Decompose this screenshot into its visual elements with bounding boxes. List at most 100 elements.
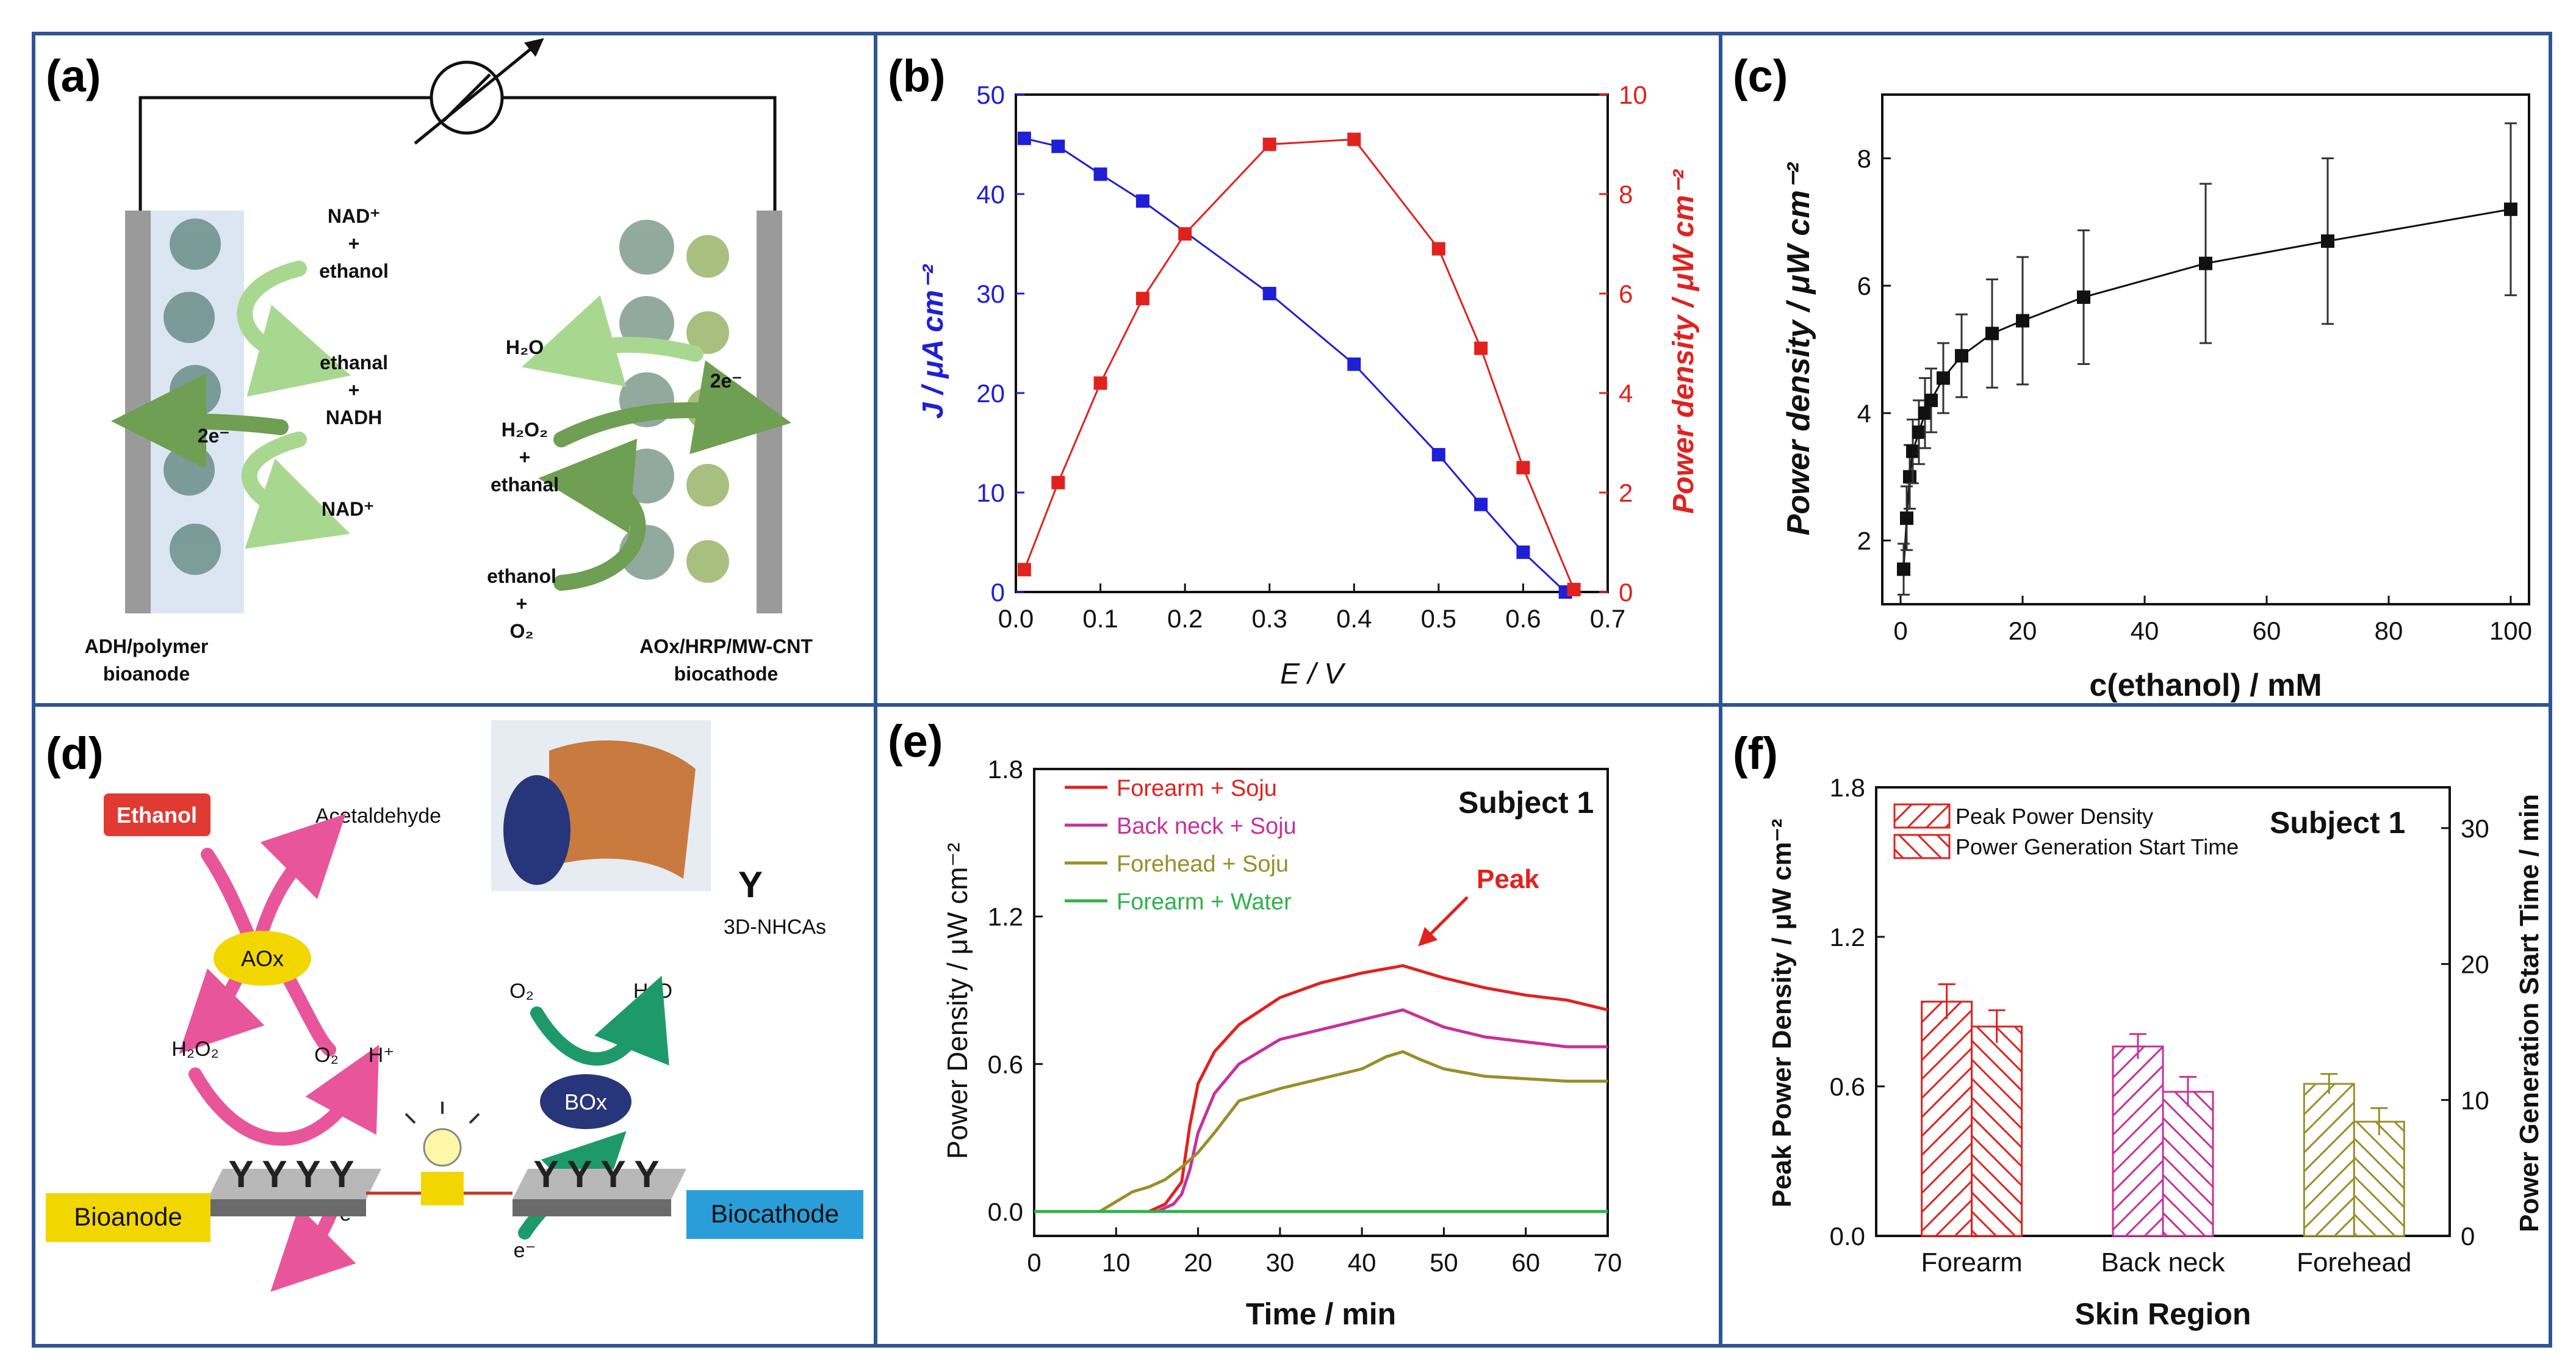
- chart-b-point-j: [1262, 287, 1276, 300]
- bioanode-label: Bioanode: [74, 1202, 182, 1231]
- chart-f-y-left-label: Peak Power Density / μW cm⁻²: [1767, 818, 1797, 1207]
- chart-c-point: [1903, 470, 1916, 484]
- chart-e-y-tick-label: 0.6: [988, 1050, 1023, 1078]
- chart-c-x-tick-label: 20: [2009, 616, 2037, 645]
- svg-text:Y: Y: [600, 1154, 625, 1196]
- chart-f-y-right-tick-label: 30: [2461, 814, 2489, 843]
- chart-b-x-tick-label: 0.0: [998, 604, 1034, 633]
- chart-b-x-tick-label: 0.2: [1167, 604, 1203, 633]
- panel-label-b: (b): [888, 51, 946, 101]
- chart-b-point-j: [1431, 448, 1445, 462]
- chart-b-y-right-label: Power density / μW cm⁻²: [1668, 168, 1700, 514]
- chart-b-point-j: [1017, 131, 1031, 145]
- chart-f-y-left-tick-label: 1.2: [1830, 923, 1865, 951]
- chart-b-point-power: [1262, 137, 1276, 151]
- chart-e-plot-area: [1033, 768, 1609, 1237]
- chart-f-x-tick-label: Back neck: [2101, 1247, 2226, 1277]
- anode-label-nadh: NADH: [326, 406, 382, 428]
- chart-e-legend-label: Forearm + Water: [1117, 889, 1292, 915]
- chart-b-series-j-line: [1024, 137, 1566, 593]
- variable-resistor-icon: [414, 38, 544, 145]
- cathode-label-ethanal: ethanal: [491, 474, 559, 496]
- chart-c-y-tick-label: 4: [1857, 399, 1871, 428]
- chart-f-y-right-label: Power Generation Start Time / min: [2514, 794, 2544, 1232]
- anode-electrode: [125, 211, 151, 613]
- chart-f-y-right-tick-label: 10: [2461, 1086, 2489, 1114]
- chart-f-bar-peak: [1921, 1000, 1973, 1237]
- chart-c-point: [2321, 234, 2334, 248]
- acetaldehyde-label: Acetaldehyde: [315, 804, 441, 828]
- anode-reaction-arrow-top: [237, 261, 351, 397]
- chart-f-x-axis-label: Skin Region: [2075, 1297, 2251, 1331]
- chart-f-subject-annotation: Subject 1: [2270, 806, 2405, 840]
- chart-f-y-left-tick-label: 0.0: [1830, 1222, 1865, 1251]
- chart-b-point-j: [1135, 194, 1149, 208]
- nhca-label: 3D-NHCAs: [724, 915, 826, 939]
- chart-c-plot-area: [1881, 93, 2530, 605]
- chart-e-legend-label: Forehead + Soju: [1117, 851, 1289, 877]
- chart-e-y-tick-label: 0.0: [988, 1197, 1023, 1226]
- chart-b-y-right-tick-label: 0: [1619, 578, 1633, 607]
- chart-c-point: [1924, 394, 1938, 407]
- chart-b-x-axis-label: E / V: [1280, 658, 1346, 690]
- box-bubble: [540, 1074, 631, 1129]
- chart-b: 0.0 0.1 0.2 0.3 0.4 0.5 0.6 0.70102030405002468…: [917, 81, 1700, 690]
- chart-c-point: [1955, 348, 1968, 363]
- bioanode-box: [46, 1193, 210, 1242]
- chart-c-point: [2199, 256, 2212, 270]
- chart-f-bar-peak: [2112, 1045, 2164, 1237]
- anode-caption-line2: bioanode: [103, 663, 190, 685]
- chart-b-point-power: [1347, 132, 1361, 146]
- o2-left-label: O₂: [314, 1044, 339, 1067]
- chart-b-point-j: [1347, 357, 1361, 371]
- chart-e-series-line: [1034, 1008, 1608, 1213]
- chart-f-bar-start: [2353, 1121, 2405, 1237]
- chart-b-y-left-label: J / μA cm⁻²: [917, 264, 949, 419]
- chart-b-point-power: [1051, 475, 1065, 489]
- svg-text:Y: Y: [634, 1154, 659, 1196]
- chart-b-point-power: [1567, 582, 1581, 596]
- panel-label-a: (a): [46, 51, 101, 101]
- chart-f-y-left-tick-label: 1.8: [1830, 773, 1865, 802]
- flexible-device-photo: [491, 720, 711, 891]
- chart-b-x-tick-label: 0.6: [1505, 604, 1541, 633]
- nhca-legend-icon: Y: [738, 864, 763, 905]
- chart-c-x-tick-label: 60: [2253, 616, 2281, 645]
- chart-c-point: [1906, 444, 1919, 458]
- chart-f-legend-swatch-peak: [1893, 803, 1951, 829]
- chart-e-x-tick-label: 10: [1102, 1248, 1131, 1277]
- chart-c-point: [1912, 425, 1926, 439]
- chart-e-y-tick-label: 1.8: [988, 755, 1023, 784]
- chart-e-x-axis-label: Time / min: [1246, 1297, 1396, 1331]
- cathode-label-h2o2: H₂O₂: [502, 419, 548, 441]
- chart-f-y-left-tick-label: 0.6: [1830, 1072, 1865, 1101]
- chart-c-y-tick-label: 2: [1857, 527, 1871, 555]
- chart-b-point-power: [1135, 292, 1149, 306]
- svg-text:Y: Y: [567, 1154, 592, 1196]
- chart-c-x-axis-label: c(ethanol) / mM: [2089, 668, 2322, 703]
- chart-b-y-left-tick-label: 40: [976, 180, 1005, 209]
- panel-f-frame: [1719, 703, 2552, 1348]
- chart-c-x-tick-label: 40: [2131, 616, 2159, 645]
- anode-caption-line1: ADH/polymer: [85, 635, 209, 657]
- chart-e-y-tick-label: 1.2: [988, 903, 1023, 931]
- diagram-a: NAD⁺ + ethanol ethanal + NADH NAD⁺ 2e⁻ H…: [85, 38, 813, 685]
- chart-b-point-power: [1516, 461, 1530, 475]
- chart-e-legend-label: Forearm + Soju: [1117, 776, 1277, 801]
- chart-c-point: [2504, 202, 2517, 216]
- panel-borders: [32, 32, 2552, 1348]
- diagram-d: Ethanol Acetaldehyde AOx H₂O₂ O₂ H⁺ O₂ H…: [46, 720, 863, 1292]
- svg-text:Y: Y: [228, 1154, 253, 1196]
- chart-b-x-tick-label: 0.7: [1590, 604, 1625, 633]
- chart-b-y-left-tick-label: 50: [976, 81, 1005, 109]
- chart-f-y-right-tick-label: 0: [2461, 1222, 2475, 1251]
- chart-f-bar-start: [2162, 1091, 2214, 1237]
- cathode-reaction-arrow-top: [521, 295, 703, 387]
- chart-b-point-power: [1017, 563, 1031, 577]
- h2o2-label: H₂O₂: [171, 1038, 218, 1061]
- chart-f-x-tick-label: Forehead: [2297, 1247, 2411, 1277]
- chart-b-y-right-tick-label: 10: [1619, 81, 1647, 109]
- cathode-label-electrons: 2e⁻: [710, 370, 742, 392]
